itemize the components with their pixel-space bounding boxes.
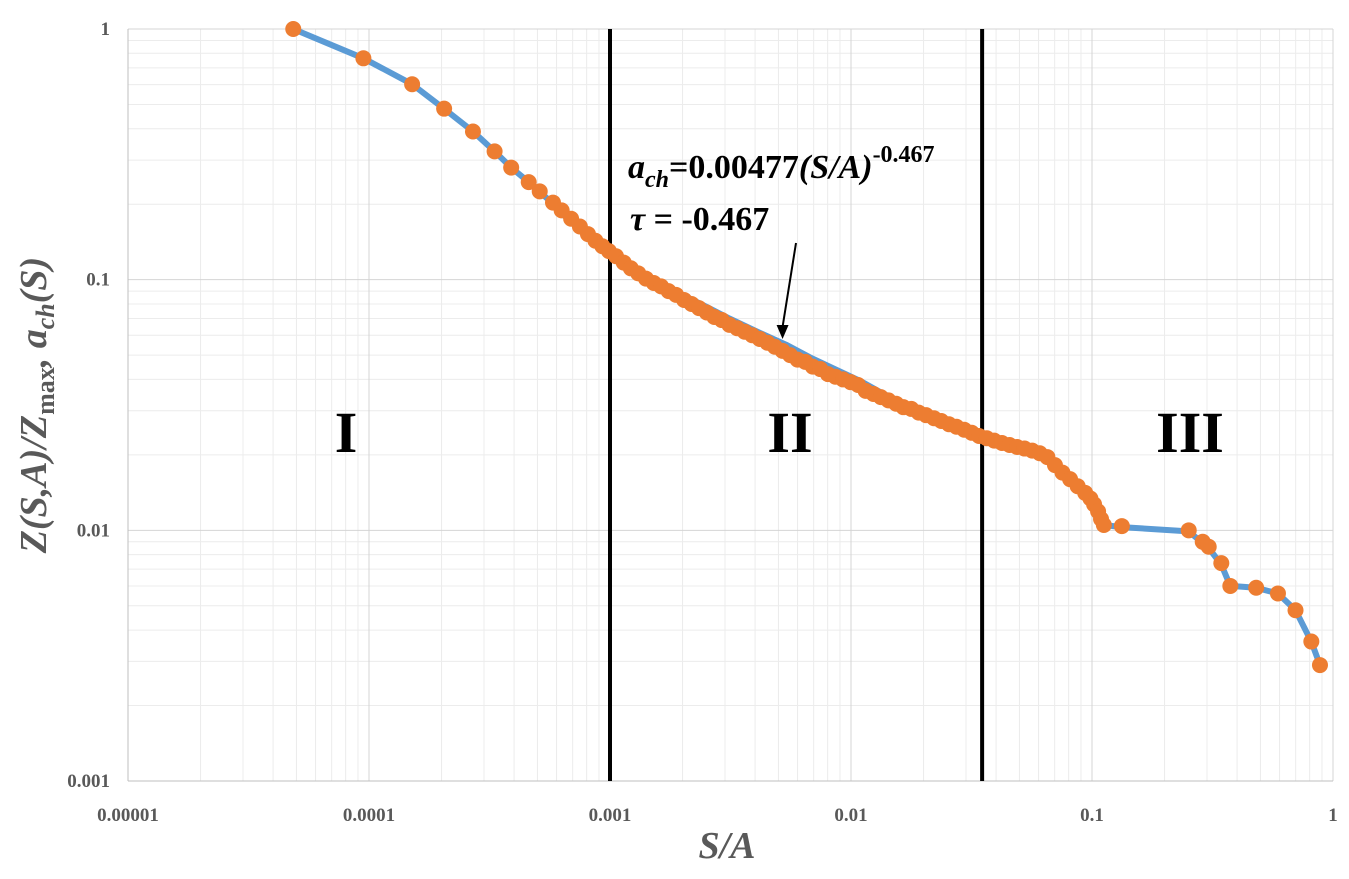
- fit-equation: ach=0.00477(S/A)-0.467: [628, 142, 935, 193]
- data-point: [285, 21, 302, 37]
- fit-exponent: -0.467: [873, 142, 935, 168]
- x-tick-labels: 0.00001 0.0001 0.001 0.01 0.1 1: [97, 805, 1338, 826]
- region-dividers: [608, 29, 985, 781]
- x-tick-label: 0.00001: [97, 805, 159, 826]
- data-point: [1248, 579, 1265, 596]
- tau-symbol: τ: [630, 201, 646, 238]
- fit-lhs-base: a: [628, 149, 645, 186]
- y-axis-title: Z(S,A)/Zmax, ach(S): [13, 257, 60, 554]
- data-point: [1287, 602, 1304, 619]
- annotation-arrow: [781, 242, 797, 328]
- y-tick-label: 0.001: [67, 771, 110, 792]
- tau-label: τ = -0.467: [630, 201, 769, 238]
- y-tick-labels: 1 0.1 0.01 0.001: [67, 19, 110, 792]
- region-label-iii: III: [1156, 400, 1224, 465]
- x-tick-label: 0.01: [834, 805, 867, 826]
- y-axis-title-part2: max: [31, 367, 60, 415]
- data-point: [464, 123, 481, 140]
- x-tick-label: 0.0001: [343, 805, 395, 826]
- region-label-i: I: [335, 400, 358, 465]
- data-point: [1222, 577, 1239, 594]
- region-label-ii: II: [767, 400, 812, 465]
- y-tick-label: 0.1: [86, 270, 110, 291]
- data-point: [486, 143, 503, 160]
- y-axis-title-part4: ch: [31, 303, 60, 329]
- x-tick-label: 0.001: [589, 805, 632, 826]
- data-point: [1303, 633, 1320, 650]
- fit-paren: (S/A): [799, 149, 873, 186]
- series-line: [290, 26, 1323, 669]
- data-point: [1180, 522, 1197, 539]
- x-axis-title: S/A: [698, 825, 755, 867]
- data-point: [1113, 518, 1130, 535]
- data-point: [355, 50, 372, 67]
- tau-value: = -0.467: [645, 201, 769, 238]
- y-tick-label: 1: [101, 19, 111, 40]
- fit-lhs-sub: ch: [645, 167, 669, 193]
- series-line-group: [290, 26, 1323, 669]
- y-axis-title-part1: Z(S,A)/Z: [13, 415, 55, 554]
- data-point: [436, 100, 453, 117]
- data-point: [404, 76, 421, 93]
- fit-coefficient: =0.00477: [669, 149, 799, 186]
- data-point: [531, 183, 548, 200]
- x-tick-label: 1: [1328, 805, 1338, 826]
- y-axis-title-part5: (S): [13, 257, 55, 303]
- annotation-arrowhead: [776, 324, 789, 339]
- data-point: [1213, 555, 1230, 572]
- data-point: [1095, 517, 1112, 534]
- data-point: [1200, 538, 1217, 555]
- series-markers-group: [285, 21, 1328, 674]
- y-axis-title-part3: , a: [13, 329, 55, 368]
- data-point: [1311, 657, 1328, 674]
- data-point: [503, 159, 520, 176]
- major-gridlines: [127, 28, 1334, 782]
- data-point: [520, 174, 537, 191]
- data-point: [1269, 585, 1286, 602]
- x-tick-label: 0.1: [1080, 805, 1104, 826]
- y-tick-label: 0.01: [77, 520, 110, 541]
- minor-gridlines: [128, 29, 1333, 781]
